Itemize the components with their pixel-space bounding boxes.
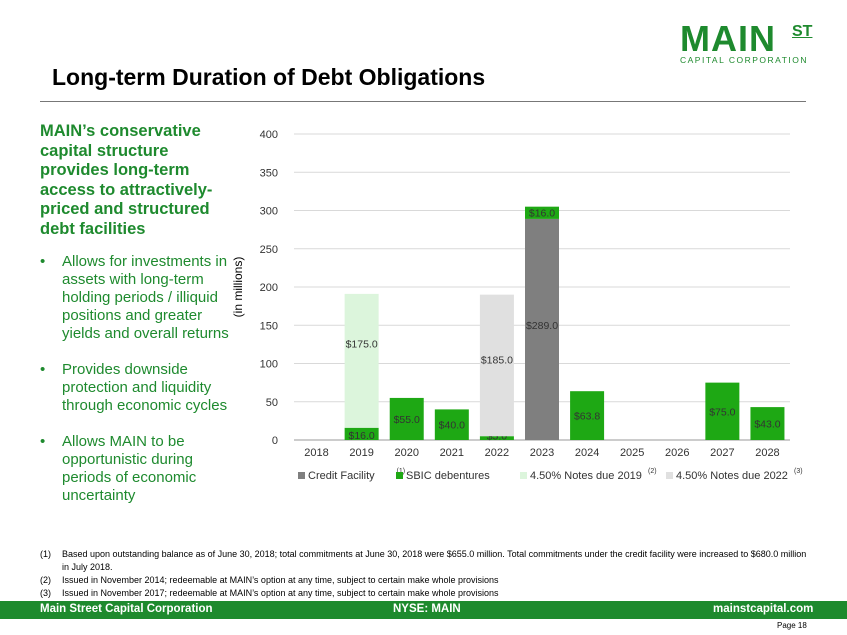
bar-sbic-debentures-2022: [479, 436, 514, 440]
footnote-number: (1): [40, 549, 51, 559]
data-label: $55.0: [394, 414, 420, 426]
footnote-text: Issued in November 2017; redeemable at M…: [62, 588, 499, 598]
title-divider: [40, 101, 806, 102]
data-label: $16.0: [348, 430, 374, 442]
y-tick-label: 300: [260, 206, 278, 218]
legend-label-2: 4.50% Notes due 2019: [530, 470, 642, 482]
bullet-icon: •: [40, 361, 46, 378]
logo-st-text: ST: [792, 23, 813, 40]
footnote-text: Based upon outstanding balance as of Jun…: [62, 549, 807, 572]
x-tick-label: 2022: [485, 447, 509, 459]
legend-swatch-3: [666, 472, 673, 479]
footnotes: (1) Based upon outstanding balance as of …: [40, 548, 810, 600]
bullet-text: Provides downside protection and liquidi…: [62, 361, 228, 414]
bullet-icon: •: [40, 253, 46, 270]
y-tick-label: 50: [266, 397, 278, 409]
y-tick-label: 350: [260, 167, 278, 179]
x-tick-label: 2024: [575, 447, 599, 459]
data-label: $75.0: [709, 406, 735, 418]
bar-sbic-debentures-2028: [750, 407, 785, 440]
legend-label-0: Credit Facility: [308, 470, 375, 482]
legend-footnote-ref-2: (2): [648, 468, 657, 475]
legend-footnote-ref-3: (3): [794, 468, 803, 475]
bar-sbic-debentures-2020: [389, 397, 424, 440]
footer-ticker: NYSE: MAIN: [393, 603, 461, 615]
x-tick-label: 2021: [440, 447, 464, 459]
legend-label-3: 4.50% Notes due 2022: [676, 470, 788, 482]
bar-sbic-debentures-2027: [705, 382, 740, 440]
x-tick-label: 2018: [304, 447, 328, 459]
x-tick-label: 2023: [530, 447, 554, 459]
x-tick-label: 2025: [620, 447, 644, 459]
footnote-number: (3): [40, 588, 51, 598]
bar-sbic-debentures-2024: [570, 391, 605, 440]
x-tick-label: 2026: [665, 447, 689, 459]
footnote-3: (3) Issued in November 2017; redeemable a…: [40, 587, 810, 600]
legend-footnote-ref-0: (1): [397, 468, 406, 475]
footnote-text: Issued in November 2014; redeemable at M…: [62, 575, 499, 585]
logo-main-text: MAIN: [680, 18, 776, 59]
legend-swatch-0: [298, 472, 305, 479]
bar-4-50-notes-due-2022-2022: [479, 294, 514, 437]
data-label: $63.8: [574, 411, 600, 423]
company-logo: MAIN ST CAPITAL CORPORATION: [680, 18, 820, 66]
data-label: $43.0: [754, 419, 780, 431]
debt-maturity-chart: 0 50 100 150 200 250 300 350 400 (in millions) 201…: [231, 129, 803, 482]
legend-swatch-2: [520, 472, 527, 479]
y-axis-label: (in millions): [231, 257, 245, 318]
bullet-item: • Allows MAIN to be opportunistic during …: [40, 433, 230, 505]
left-panel: MAIN’s conservative capital structure pr…: [40, 122, 230, 523]
x-tick-label: 2028: [755, 447, 779, 459]
data-label: $40.0: [439, 420, 465, 432]
bar-4-50-notes-due-2019-2019: [344, 293, 379, 428]
y-tick-label: 0: [272, 435, 278, 447]
bullet-icon: •: [40, 433, 46, 450]
legend-label-1: SBIC debentures: [406, 470, 490, 482]
footnote-number: (2): [40, 575, 51, 585]
page-title: Long-term Duration of Debt Obligations: [52, 64, 486, 90]
data-label: $289.0: [526, 320, 558, 332]
bar-sbic-debentures-2019: [344, 427, 379, 440]
bullet-text: Allows for investments in assets with lo…: [62, 253, 229, 342]
x-tick-label: 2020: [394, 447, 418, 459]
bar-sbic-debentures-2023: [525, 206, 559, 219]
legend-swatch-1: [396, 472, 403, 479]
x-tick-label: 2019: [349, 447, 373, 459]
bullet-item: • Provides downside protection and liquid…: [40, 361, 230, 415]
page-number: Page 18: [777, 621, 807, 630]
bullet-list: • Allows for investments in assets with l…: [40, 253, 230, 505]
data-label: $175.0: [346, 338, 378, 350]
x-tick-label: 2027: [710, 447, 734, 459]
data-label: $185.0: [481, 355, 513, 367]
y-tick-label: 100: [260, 359, 278, 371]
y-tick-label: 250: [260, 244, 278, 256]
footnote-1: (1) Based upon outstanding balance as of …: [40, 548, 810, 574]
bar-credit-facility-2023: [525, 218, 559, 440]
footer-company: Main Street Capital Corporation: [40, 603, 213, 615]
y-tick-label: 400: [260, 129, 278, 141]
footer-website[interactable]: mainstcapital.com: [713, 603, 814, 615]
y-tick-label: 150: [260, 320, 278, 332]
footnote-2: (2) Issued in November 2014; redeemable a…: [40, 574, 810, 587]
bar-sbic-debentures-2021: [434, 409, 469, 440]
y-tick-label: 200: [260, 282, 278, 294]
bullet-text: Allows MAIN to be opportunistic during p…: [62, 433, 197, 504]
data-label: $16.0: [529, 208, 555, 220]
bullet-item: • Allows for investments in assets with l…: [40, 253, 230, 343]
logo-subtitle: CAPITAL CORPORATION: [680, 55, 808, 65]
lead-statement: MAIN’s conservative capital structure pr…: [40, 122, 213, 238]
footer-bar: Main Street Capital Corporation NYSE: MA…: [0, 601, 847, 619]
